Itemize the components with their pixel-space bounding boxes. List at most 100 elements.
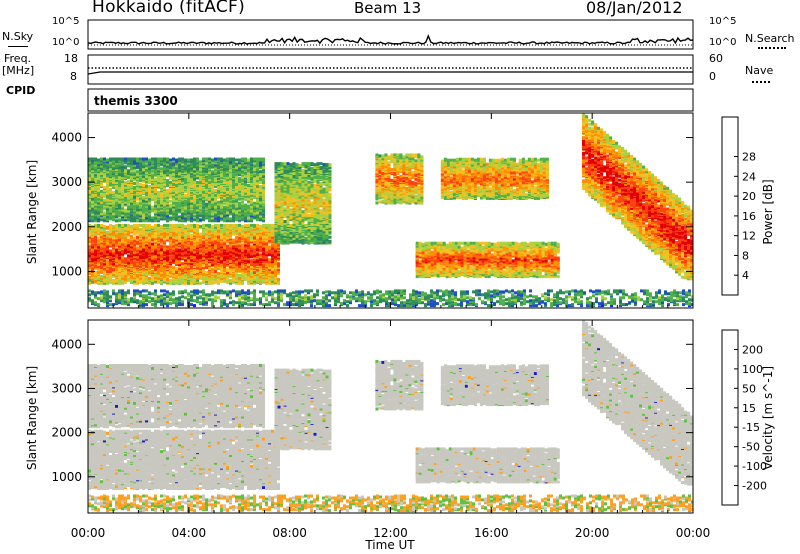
power-cell xyxy=(148,232,151,236)
power-cell xyxy=(142,242,145,246)
power-cell xyxy=(151,249,154,253)
freq-unit-label: [MHz] xyxy=(2,64,34,77)
freq-label: Freq. xyxy=(4,52,31,65)
power-cell xyxy=(223,267,226,271)
power-cell xyxy=(142,248,145,252)
power-cell xyxy=(175,234,178,238)
power-cell xyxy=(253,264,256,268)
power-cell xyxy=(220,218,223,222)
nave-tick-60: 60 xyxy=(709,52,723,65)
power-cell xyxy=(220,165,223,169)
power-cell xyxy=(94,178,97,182)
power-cell xyxy=(244,255,247,259)
power-cell xyxy=(142,278,145,282)
power-cell xyxy=(175,271,178,274)
power-cell xyxy=(199,173,202,177)
power-cell xyxy=(133,195,136,199)
power-cell xyxy=(199,168,202,172)
power-cell xyxy=(97,190,100,194)
power-cell xyxy=(118,157,121,161)
power-cell xyxy=(130,194,133,198)
power-cell xyxy=(199,193,202,197)
power-cell xyxy=(97,227,100,231)
freq-strip-frame xyxy=(87,54,694,85)
power-cell xyxy=(145,254,148,258)
power-cell xyxy=(211,194,214,198)
power-cell xyxy=(244,249,247,253)
power-cell xyxy=(127,274,130,278)
power-cell xyxy=(103,233,106,237)
power-cell xyxy=(202,205,205,209)
power-cell xyxy=(268,241,271,245)
power-cell xyxy=(133,248,136,252)
power-cell xyxy=(124,188,127,192)
power-cell xyxy=(142,231,145,235)
nsky-bottom-tick: 10^0 xyxy=(52,37,79,48)
power-cell xyxy=(223,188,226,192)
date-title: 08/Jan/2012 xyxy=(586,0,683,17)
power-cell xyxy=(208,267,211,271)
power-cell xyxy=(142,225,145,229)
power-cell xyxy=(91,199,94,203)
power-cell xyxy=(154,170,157,174)
power-cell xyxy=(190,164,193,168)
beam-title: Beam 13 xyxy=(354,0,421,17)
power-cell xyxy=(163,237,166,241)
power-cell xyxy=(205,157,208,161)
power-cell xyxy=(190,251,193,255)
power-cell xyxy=(247,226,250,230)
power-cell xyxy=(97,276,100,280)
power-cell xyxy=(205,257,208,261)
power-cell xyxy=(88,266,91,270)
power-cell xyxy=(163,176,166,180)
power-cell xyxy=(217,216,220,220)
power-cell xyxy=(178,159,181,163)
power-cell xyxy=(115,248,118,252)
power-cell xyxy=(148,181,151,184)
power-cell xyxy=(139,157,142,161)
power-cell xyxy=(247,223,250,227)
power-cell xyxy=(271,229,274,233)
power-cell xyxy=(217,185,220,188)
power-cell xyxy=(124,184,127,187)
nsky-label: N.Sky xyxy=(2,30,33,43)
power-cell xyxy=(211,278,214,282)
power-cell xyxy=(142,259,145,263)
power-cell xyxy=(223,195,226,199)
power-cell xyxy=(169,270,172,273)
power-cell xyxy=(112,253,115,257)
power-cell xyxy=(94,235,97,239)
power-cell xyxy=(271,235,274,239)
power-cell xyxy=(94,211,97,215)
power-cell xyxy=(235,230,238,234)
power-cell xyxy=(256,276,259,280)
power-cell xyxy=(154,233,157,237)
power-cell xyxy=(232,226,235,230)
power-cell xyxy=(196,251,199,255)
power-cell xyxy=(190,216,193,220)
power-cell xyxy=(256,234,259,238)
power-cell xyxy=(121,274,124,278)
power-cell xyxy=(244,227,247,231)
power-cell xyxy=(154,216,157,220)
power-cell xyxy=(103,207,106,211)
power-cell xyxy=(256,273,259,276)
power-cell xyxy=(229,240,232,244)
power-cell xyxy=(211,175,214,179)
power-cell xyxy=(148,158,151,162)
power-cell xyxy=(220,231,223,235)
power-cell xyxy=(148,198,151,202)
power-cell xyxy=(256,223,259,227)
power-cell xyxy=(139,236,142,240)
power-cell xyxy=(190,207,193,211)
power-cell xyxy=(250,226,253,230)
power-cell xyxy=(157,179,160,183)
power-cell xyxy=(88,217,91,221)
power-cell xyxy=(139,229,142,233)
power-cell xyxy=(193,177,196,181)
power-cell xyxy=(178,182,181,185)
power-cell xyxy=(247,235,250,239)
power-cell xyxy=(205,229,208,233)
power-cell xyxy=(103,204,106,208)
power-cell xyxy=(109,203,112,207)
